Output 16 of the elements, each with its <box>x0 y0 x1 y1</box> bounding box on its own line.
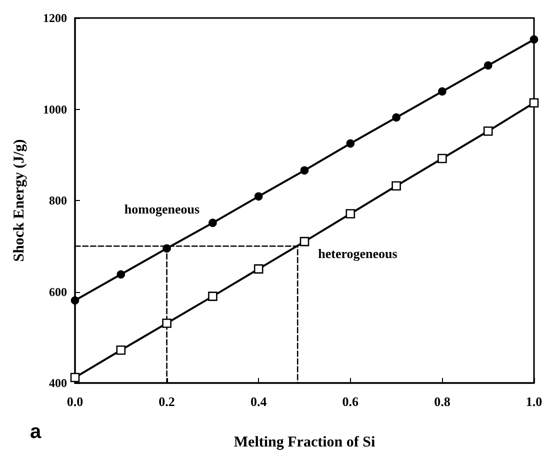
x-tick-label: 0.2 <box>158 394 175 409</box>
y-tick-label: 800 <box>49 194 67 208</box>
text: a <box>30 421 42 443</box>
y-tick-label: 400 <box>49 376 67 390</box>
x-tick-label: 0.8 <box>434 394 451 409</box>
series-label: heterogeneous <box>318 246 398 262</box>
x-tick-label: 0.0 <box>66 394 84 409</box>
y-tick-label: 1200 <box>43 11 67 25</box>
y-axis-title: Shock Energy (J/g) <box>12 139 28 262</box>
series-label: homogeneous <box>124 201 200 216</box>
x-axis-title: Melting Fraction of Si <box>234 434 376 450</box>
x-tick-label: 0.6 <box>342 394 360 409</box>
y-tick-label: 600 <box>49 284 67 299</box>
y-tick-label: 1000 <box>43 102 67 116</box>
x-tick-label: 0.4 <box>250 394 268 409</box>
x-tick-label: 1.0 <box>526 394 542 409</box>
